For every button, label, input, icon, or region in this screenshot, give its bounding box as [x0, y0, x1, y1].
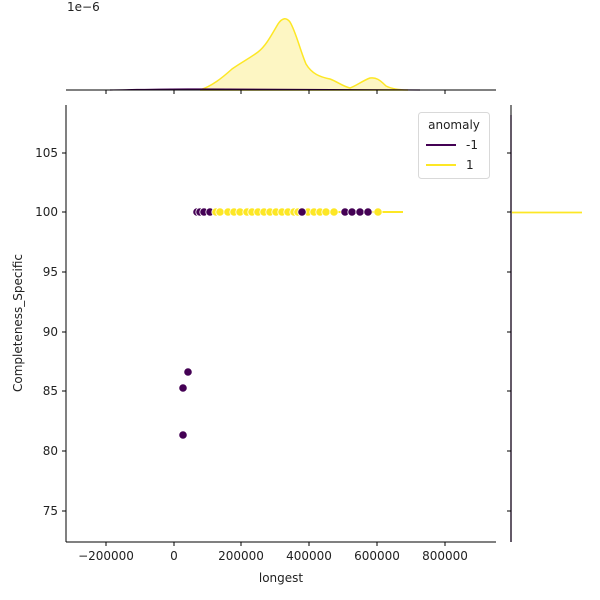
- legend-label: 1: [466, 158, 474, 172]
- x-tick-label: −200000: [78, 549, 134, 563]
- scatter-points: [178, 207, 383, 440]
- y-tick-label: 80: [43, 444, 58, 458]
- y-tick-label: 100: [35, 205, 58, 219]
- x-axis-label: longest: [259, 571, 304, 585]
- marginal-scale-label: 1e−6: [67, 0, 100, 14]
- legend-title: anomaly: [428, 118, 480, 132]
- legend: anomaly -1 1: [418, 112, 490, 179]
- y-tick-label: 75: [43, 504, 58, 518]
- top-marginal-ticks: [105, 90, 446, 94]
- x-tick-label: 400000: [286, 549, 332, 563]
- legend-label: -1: [466, 138, 478, 152]
- right-marginal-ticks: [507, 152, 511, 512]
- y-ticks: 75 80 85 90 95 100 105: [35, 146, 66, 518]
- kde-x-series-1: [199, 18, 409, 91]
- main-axes: 75 80 85 90 95 100 105 −200000 0 200000 …: [11, 105, 496, 585]
- right-marginal-axes: [507, 105, 582, 542]
- x-tick-label: 600000: [354, 549, 400, 563]
- x-tick-label: 800000: [422, 549, 468, 563]
- y-tick-label: 85: [43, 384, 58, 398]
- y-tick-label: 90: [43, 325, 58, 339]
- x-tick-label: 0: [170, 549, 178, 563]
- y-tick-label: 105: [35, 146, 58, 160]
- x-tick-label: 200000: [218, 549, 264, 563]
- x-ticks: −200000 0 200000 400000 600000 800000: [78, 542, 468, 563]
- top-marginal-axes: 1e−6: [66, 0, 496, 94]
- y-axis-label: Completeness_Specific: [11, 254, 25, 392]
- y-tick-label: 95: [43, 265, 58, 279]
